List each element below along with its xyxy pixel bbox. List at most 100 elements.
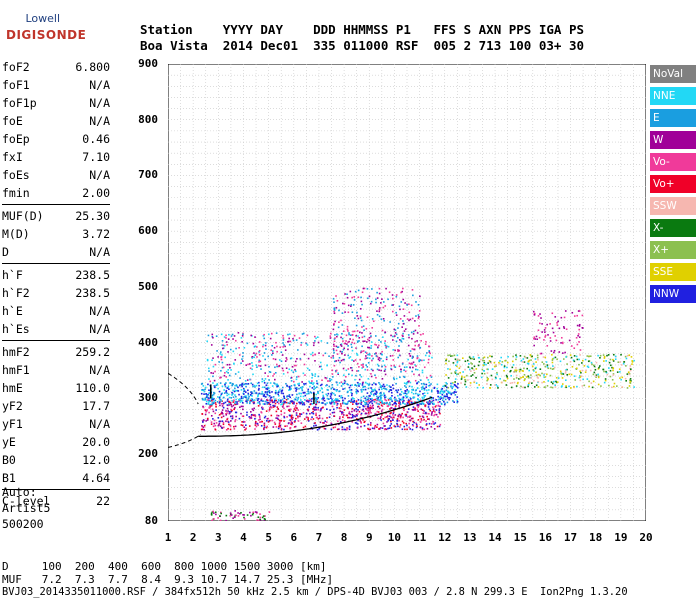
echo-point [230, 335, 233, 337]
echo-point [348, 411, 351, 413]
echo-point [559, 370, 562, 373]
echo-point [359, 315, 362, 317]
echo-point [333, 402, 336, 404]
echo-point [394, 349, 396, 352]
echo-point [550, 381, 553, 383]
echo-point [453, 354, 456, 357]
echo-point [351, 413, 354, 416]
echo-point [395, 314, 398, 316]
echo-point [211, 359, 213, 362]
echo-point [428, 422, 431, 425]
echo-point [286, 416, 288, 418]
echo-point [309, 382, 311, 384]
echo-point [577, 333, 580, 335]
echo-point [322, 397, 324, 399]
echo-point [224, 383, 226, 386]
param-separator [2, 204, 110, 205]
echo-point [582, 327, 584, 329]
echo-point [416, 332, 419, 334]
echo-point [600, 385, 602, 387]
echo-point [351, 421, 354, 423]
echo-point [283, 416, 286, 419]
echo-point [257, 405, 260, 407]
echo-point [473, 371, 476, 374]
echo-point [226, 417, 229, 420]
echo-point [242, 408, 244, 411]
echo-point [261, 380, 263, 383]
o-trace-curve [198, 396, 433, 437]
echo-point [473, 365, 476, 368]
echo-point [375, 301, 377, 304]
echo-point [383, 425, 386, 427]
echo-point [295, 388, 298, 391]
echo-point [291, 400, 294, 403]
echo-point [327, 389, 329, 391]
echo-point [334, 334, 336, 336]
echo-point [342, 388, 344, 390]
echo-point [456, 401, 458, 404]
echo-point [368, 407, 370, 409]
echo-point [397, 349, 400, 352]
echo-point [568, 339, 571, 342]
echo-point [361, 388, 363, 391]
echo-point [384, 342, 386, 344]
echo-point [544, 356, 547, 359]
echo-point [262, 343, 265, 346]
echo-point [301, 400, 304, 403]
echo-point [270, 406, 273, 409]
echo-point [209, 400, 212, 402]
echo-point [444, 384, 447, 387]
echo-point [404, 390, 407, 392]
echo-point [315, 396, 317, 399]
echo-point [341, 396, 344, 399]
echo-point [371, 359, 373, 362]
echo-point [274, 392, 277, 395]
echo-point [357, 406, 359, 408]
echo-point [299, 386, 302, 389]
echo-point [200, 392, 203, 395]
echo-point [538, 373, 540, 376]
echo-point [427, 384, 430, 387]
echo-point [335, 306, 338, 309]
echo-point [281, 367, 284, 370]
echo-point [329, 377, 331, 380]
echo-point [340, 381, 343, 383]
echo-point [278, 419, 281, 422]
echo-point [565, 379, 567, 381]
echo-point [276, 365, 278, 368]
echo-point [298, 392, 301, 395]
echo-point [307, 417, 310, 419]
echo-point [268, 511, 271, 513]
echo-point [371, 406, 374, 408]
echo-point [332, 408, 335, 411]
echo-point [609, 369, 612, 372]
echo-point [603, 360, 605, 362]
echo-point [449, 397, 451, 399]
echo-point [539, 352, 542, 355]
echo-point [253, 401, 255, 404]
echo-point [610, 364, 612, 367]
echo-point [452, 382, 454, 384]
echo-point [247, 392, 250, 395]
echo-point [349, 334, 352, 336]
echo-point [448, 396, 450, 399]
echo-point [599, 356, 601, 359]
param-row: hmE 110.0 [2, 379, 110, 397]
echo-point [219, 420, 222, 423]
echo-point [351, 416, 354, 419]
echo-point [368, 346, 370, 349]
echo-point [206, 358, 209, 361]
echo-point [333, 310, 335, 313]
echo-point [380, 397, 383, 399]
echo-point [364, 385, 366, 388]
echo-point [376, 399, 378, 402]
echo-point [459, 365, 462, 368]
echo-point [390, 368, 393, 371]
echo-point [368, 357, 371, 360]
echo-point [301, 401, 304, 404]
echo-point [562, 352, 564, 354]
echo-point [261, 393, 264, 395]
param-value: N/A [89, 322, 110, 336]
echo-point [469, 382, 472, 384]
echo-point [317, 341, 320, 344]
